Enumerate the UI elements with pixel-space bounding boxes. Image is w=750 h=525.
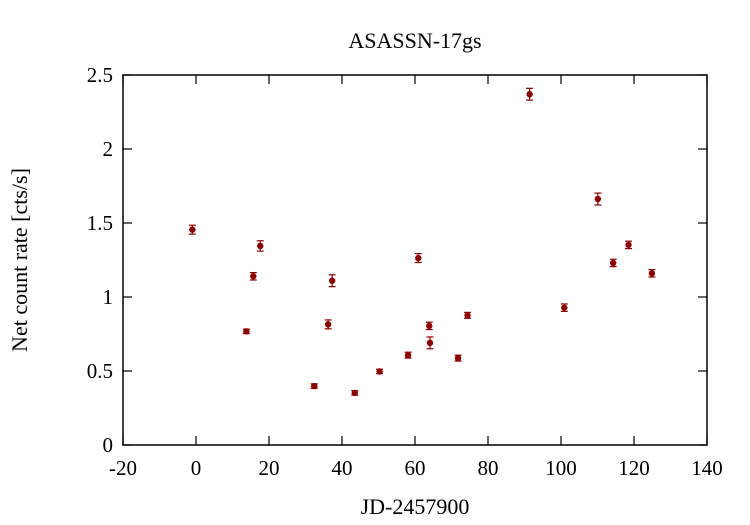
marker [243,328,250,335]
data-point [560,303,568,312]
marker [648,270,656,277]
marker [311,382,318,390]
x-tick-label: 0 [191,456,202,480]
data-points [188,87,656,397]
x-tick-label: 100 [545,456,577,480]
y-tick-label: 2.5 [87,63,113,87]
y-tick-label: 1 [103,285,114,309]
x-tick-label: -20 [109,456,137,480]
data-point [242,328,250,335]
marker [594,195,602,203]
data-point [324,319,332,330]
marker [526,91,533,98]
data-point [425,321,433,331]
marker [250,273,257,280]
data-point [310,382,318,390]
data-point [414,253,422,264]
data-point [648,269,656,278]
marker [464,312,471,319]
data-point [426,336,434,350]
data-point [625,240,633,250]
marker [328,277,336,284]
data-point [454,354,462,362]
chart-title: ASASSN-17gs [348,28,481,53]
data-point [526,87,534,101]
data-point [249,271,257,281]
marker [426,322,433,330]
y-tick-label: 0 [103,433,114,457]
plot-frame [122,74,708,446]
data-point [594,192,602,206]
y-tick-label: 0.5 [87,359,113,383]
data-point [328,274,336,288]
data-point [351,389,359,397]
marker [257,242,264,250]
data-point [188,224,196,235]
marker [404,351,412,359]
data-point [404,351,412,359]
marker [324,321,332,328]
data-point [464,311,472,319]
y-tick-label: 1.5 [87,211,113,235]
x-tick-label: 40 [332,456,353,480]
marker [625,241,632,249]
x-axis-label: JD-2457900 [361,494,470,519]
x-tick-label: 60 [405,456,426,480]
x-tick-label: 120 [618,456,650,480]
y-tick-label: 2 [103,137,114,161]
x-tick-label: 140 [691,456,723,480]
data-point [376,368,384,375]
x-tick-label: 80 [478,456,499,480]
x-tick-label: 20 [259,456,280,480]
marker [454,354,462,362]
marker [426,339,434,347]
marker [609,259,617,267]
data-point [609,258,617,268]
marker [189,226,196,233]
y-axis-label: Net count rate [cts/s] [7,168,32,352]
data-point [256,240,264,252]
marker [376,368,383,375]
marker [415,254,422,262]
marker [561,304,568,311]
marker [351,389,358,397]
